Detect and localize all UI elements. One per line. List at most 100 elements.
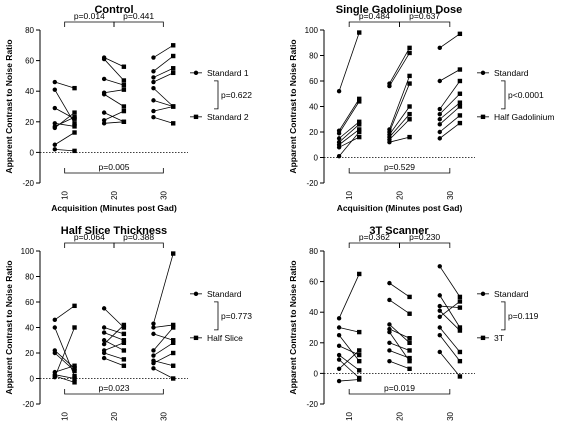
y-tick-label: 40 [25, 87, 34, 96]
data-point-standard [387, 340, 392, 345]
data-point-3t [407, 348, 412, 353]
pair-line [439, 305, 460, 309]
pair-line [389, 47, 410, 84]
data-point-standard-1 [101, 118, 107, 123]
data-point-standard-1 [101, 56, 107, 62]
significance-bracket [348, 168, 451, 174]
significance-bracket [399, 242, 451, 248]
pair-line [439, 69, 461, 82]
legend-bracket [501, 80, 506, 110]
data-point-half-slice [121, 363, 127, 368]
pair-line [54, 148, 75, 152]
data-point-standard [437, 106, 442, 112]
data-point-standard-1 [101, 92, 107, 97]
data-point-standard [437, 117, 442, 122]
data-point-standard [101, 325, 107, 330]
data-point-3t [407, 294, 412, 300]
pair-line [54, 132, 75, 146]
data-point-half-slice [171, 350, 176, 356]
data-point-standard-1 [52, 87, 57, 92]
chart-panel-4: 3T Scanner -20 0 20 40 60 80 Apparent Contrast … [288, 225, 539, 425]
data-point-standard [101, 341, 107, 347]
p-value-label: p=0.119 [508, 311, 539, 321]
pair-line [54, 89, 75, 124]
data-point-standard-1 [151, 98, 156, 103]
x-tick-label: 30 [159, 411, 168, 420]
y-axis-label: Apparent Contrast to Noise Ratio [288, 260, 298, 394]
pair-line [338, 273, 360, 319]
significance-bracket [64, 389, 164, 395]
pair-line [54, 107, 75, 120]
data-point-standard [437, 314, 442, 319]
pair-line [54, 327, 75, 378]
data-point-half-gadolinium [457, 100, 463, 105]
data-point-3t [457, 325, 463, 330]
pair-line [389, 299, 410, 315]
data-point-half-gadolinium [407, 50, 412, 56]
y-tick-label: 100 [21, 247, 35, 256]
y-tick-label: 80 [25, 273, 34, 282]
chart-panel-1: Control -20 0 20 40 60 80 Apparent Contrast to … [4, 4, 252, 213]
pair-line [439, 106, 461, 125]
data-point-3t [457, 305, 463, 310]
pair-line [103, 308, 125, 328]
legend-label: Standard 2 [207, 112, 249, 122]
pair-line [103, 93, 125, 107]
data-point-standard [437, 45, 442, 51]
chart-title: Control [94, 4, 133, 16]
data-point-standard [151, 348, 156, 353]
data-point-standard [387, 322, 392, 327]
p-value-label: p=0.484 [359, 11, 390, 21]
significance-bracket [348, 389, 451, 395]
pair-line [338, 131, 360, 157]
pair-line [389, 360, 410, 370]
data-point-standard [52, 350, 57, 356]
data-point-standard [336, 325, 342, 330]
data-point-3t [457, 374, 463, 379]
p-value-label: p=0.441 [123, 11, 154, 21]
y-tick-label: 40 [25, 324, 34, 333]
data-point-standard [336, 378, 342, 384]
data-point-half-slice [121, 357, 127, 362]
y-tick-label: 80 [309, 52, 318, 61]
data-point-half-gadolinium [457, 67, 463, 72]
pair-line [153, 72, 174, 83]
data-point-standard [151, 331, 156, 337]
data-point-standard-1 [52, 105, 57, 111]
data-point-standard [336, 136, 342, 141]
pair-line [54, 374, 75, 379]
data-point-standard [437, 136, 442, 141]
y-tick-label: -20 [22, 179, 34, 188]
legend-marker-circle [193, 70, 199, 76]
y-tick-label: 40 [309, 103, 318, 112]
pair-line [54, 81, 75, 89]
data-point-standard [437, 264, 442, 269]
data-point-standard-2 [121, 119, 127, 124]
data-point-half-gadolinium [357, 99, 362, 104]
legend-label: Standard [494, 289, 529, 299]
x-tick-label: 20 [110, 190, 119, 199]
data-point-standard [387, 297, 392, 303]
data-point-half-slice [121, 340, 127, 345]
data-point-standard-1 [151, 79, 156, 85]
pair-line [439, 93, 461, 115]
pair-line [153, 327, 174, 351]
data-point-standard-2 [171, 66, 176, 71]
pair-line [104, 89, 124, 94]
pair-line [389, 118, 410, 140]
pair-line [103, 342, 125, 351]
pair-line [103, 112, 125, 123]
data-point-standard-1 [101, 110, 107, 115]
legend-bracket [214, 80, 219, 110]
y-tick-label: 20 [25, 349, 34, 358]
data-point-half-gadolinium [357, 129, 362, 135]
p-value-label: p=0.773 [221, 311, 252, 321]
data-point-standard [437, 78, 442, 84]
pair-line [153, 44, 174, 58]
data-point-half-slice [171, 322, 176, 328]
pair-line [389, 106, 410, 135]
pair-line [54, 112, 75, 129]
data-point-standard-2 [72, 115, 77, 120]
pair-line [338, 136, 360, 148]
data-point-standard-2 [171, 121, 176, 126]
